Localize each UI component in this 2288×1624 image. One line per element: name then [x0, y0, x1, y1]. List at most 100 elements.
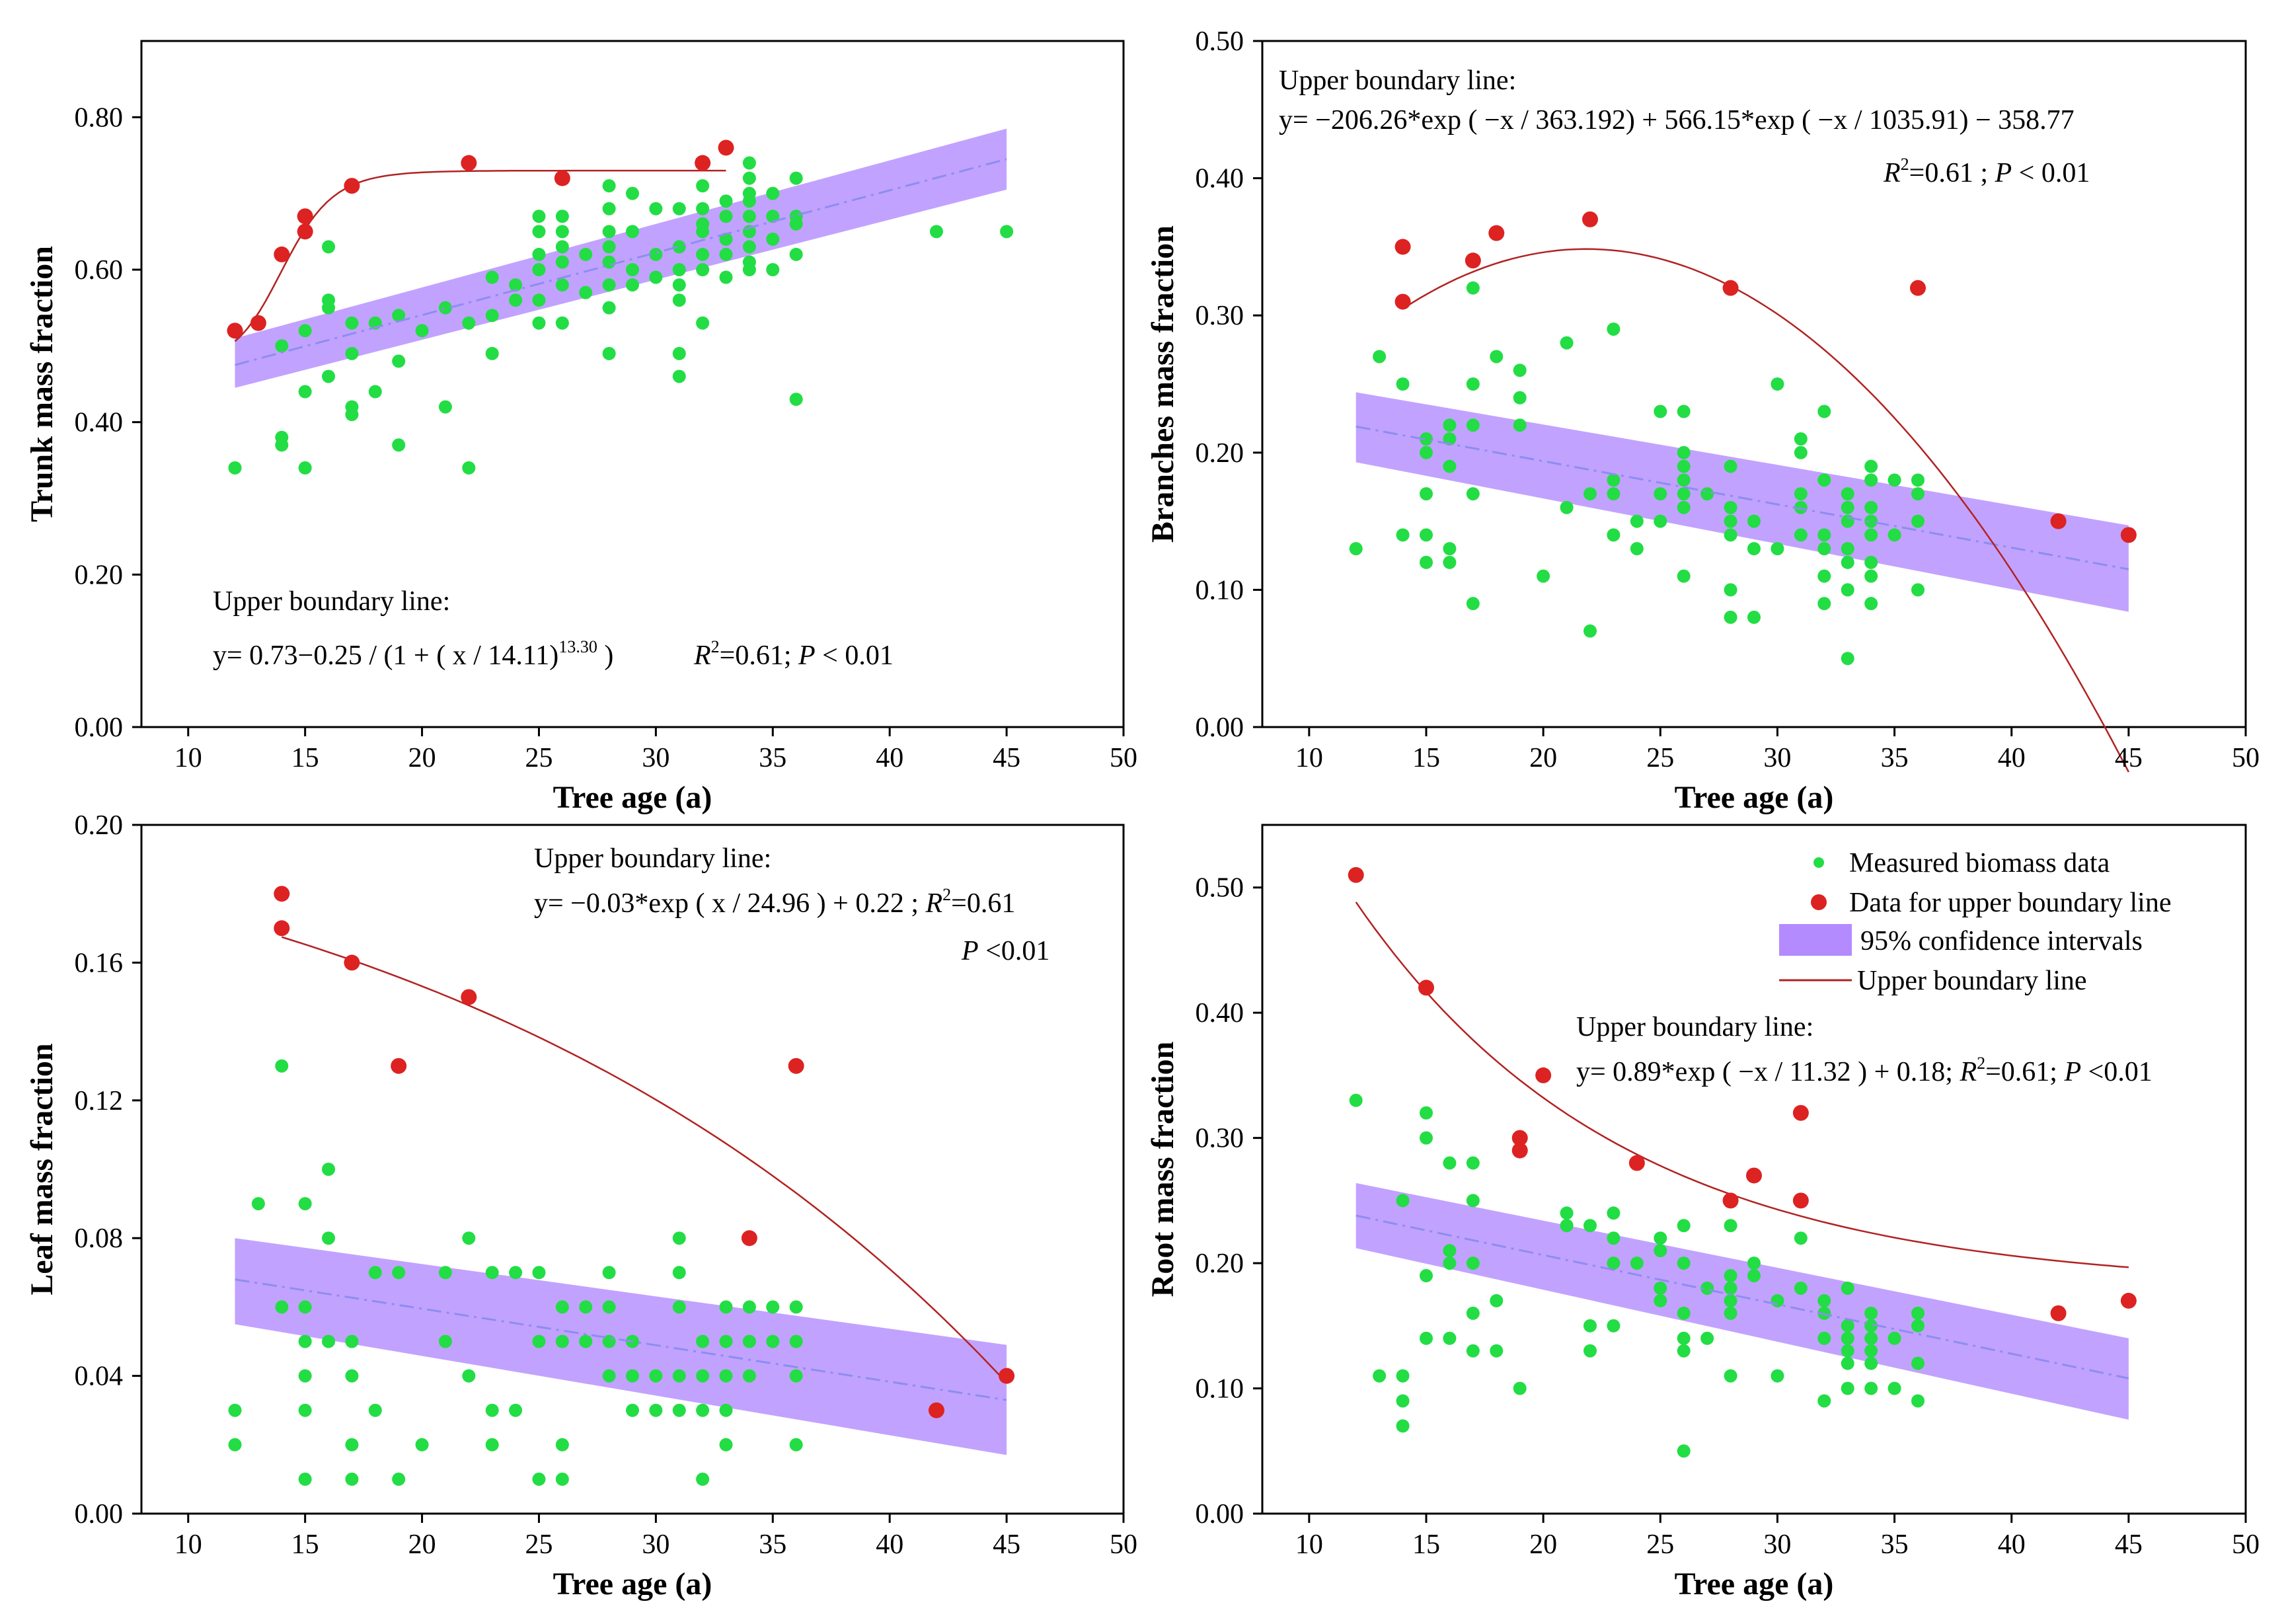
measured-point	[602, 278, 616, 292]
x-tick-label: 30	[1763, 1529, 1791, 1560]
measured-point	[766, 186, 780, 200]
y-tick-label: 0.08	[75, 1223, 124, 1254]
measured-point	[1841, 1381, 1854, 1395]
measured-point	[1607, 473, 1621, 487]
measured-point	[485, 1403, 499, 1417]
measured-point	[602, 301, 616, 315]
measured-point	[1724, 500, 1737, 514]
measured-point	[1607, 1319, 1621, 1333]
measured-point	[1654, 1294, 1667, 1307]
measured-point	[1724, 1369, 1737, 1383]
boundary-point	[391, 1058, 407, 1074]
measured-point	[1817, 1294, 1831, 1307]
measured-point	[438, 400, 452, 414]
x-tick-label: 40	[876, 743, 903, 773]
y-tick-label: 0.40	[75, 408, 124, 438]
equation-formula: y= −0.03*exp ( x / 24.96 ) + 0.22 ; R2=0…	[534, 885, 1015, 919]
measured-point	[1677, 1331, 1691, 1345]
legend: Measured biomass data Data for upper bou…	[1779, 848, 2172, 996]
equation-formula: y= −206.26*exp ( −x / 363.192) + 566.15*…	[1279, 105, 2075, 135]
y-tick-label: 0.40	[1196, 164, 1244, 194]
measured-point	[626, 1403, 639, 1417]
measured-point	[1724, 1281, 1737, 1295]
legend-boundary-line-label: Upper boundary line	[1857, 966, 2087, 996]
measured-point	[1841, 1331, 1854, 1345]
measured-point	[275, 430, 289, 444]
measured-point	[1420, 1106, 1433, 1120]
boundary-curve	[281, 936, 1008, 1383]
boundary-point	[344, 178, 360, 194]
measured-point	[1817, 473, 1831, 487]
boundary-point	[1535, 1067, 1552, 1083]
measured-point	[1630, 1257, 1644, 1270]
measured-point	[485, 1266, 499, 1280]
measured-point	[555, 255, 569, 269]
measured-point	[1583, 1344, 1597, 1358]
x-tick-label: 25	[525, 743, 553, 773]
measured-point	[1724, 514, 1737, 528]
measured-point	[766, 263, 780, 276]
measured-point	[228, 1403, 242, 1417]
y-tick-label: 0.60	[75, 255, 124, 286]
measured-point	[1771, 1294, 1784, 1307]
measured-point	[1490, 1294, 1504, 1307]
fit-line	[1355, 425, 2129, 570]
measured-point	[1537, 569, 1550, 583]
measured-point	[602, 225, 616, 239]
measured-point	[1583, 1219, 1597, 1233]
measured-point	[555, 210, 569, 223]
measured-point	[1677, 487, 1691, 501]
measured-point	[696, 263, 710, 276]
measured-point	[696, 1403, 710, 1417]
measured-point	[392, 309, 406, 323]
x-tick-label: 25	[1646, 1529, 1674, 1560]
measured-point	[672, 278, 686, 292]
ci-band	[235, 128, 1007, 388]
measured-point	[1607, 1257, 1621, 1270]
measured-point	[1513, 364, 1527, 377]
measured-point	[1724, 583, 1737, 597]
measured-point	[1373, 350, 1387, 364]
x-tick-label: 45	[993, 1529, 1020, 1560]
measured-point	[298, 461, 312, 475]
measured-point	[742, 186, 756, 200]
boundary-point	[1628, 1155, 1645, 1171]
legend-ci-label: 95% confidence intervals	[1860, 926, 2143, 956]
measured-point	[1420, 1131, 1433, 1145]
measured-point	[742, 1300, 756, 1314]
x-tick-label: 45	[2115, 743, 2143, 773]
y-tick-label: 0.40	[1196, 998, 1244, 1028]
measured-point	[742, 240, 756, 254]
measured-point	[1420, 1331, 1433, 1345]
measured-point	[1607, 1231, 1621, 1245]
boundary-point	[1792, 1192, 1809, 1209]
x-tick-label: 10	[1295, 743, 1323, 773]
boundary-point	[718, 139, 734, 156]
measured-point	[509, 293, 523, 307]
measured-point	[298, 1197, 312, 1211]
measured-point	[1841, 1344, 1854, 1358]
measured-point	[532, 210, 546, 223]
measured-point	[1864, 569, 1878, 583]
chart-root-mass-fraction: 10 15 20 25 30 35 40 45 50 0.00 0.10 0.20 0.30 0.40 0.…	[1145, 824, 2260, 1602]
measured-point	[1794, 500, 1808, 514]
measured-point	[555, 1300, 569, 1314]
y-tick-label: 0.30	[1196, 1124, 1244, 1154]
measured-point	[555, 1334, 569, 1348]
measured-point	[1466, 1156, 1480, 1170]
boundary-point	[928, 1402, 944, 1418]
chart-trunk-mass-fraction: 10 15 20 25 30 35 40 45 50 0.00 0.20 0.40 0.60 0.80 Tr…	[24, 40, 1137, 815]
measured-point	[672, 369, 686, 383]
boundary-point	[2050, 513, 2067, 529]
ci-band	[235, 1238, 1007, 1455]
measured-point	[766, 232, 780, 246]
measured-point	[1794, 445, 1808, 459]
y-tick-label: 0.10	[1196, 575, 1244, 605]
measured-point	[672, 1300, 686, 1314]
measured-point	[1349, 1093, 1363, 1107]
measured-point	[789, 1300, 803, 1314]
measured-point	[1841, 555, 1854, 569]
measured-point	[696, 1369, 710, 1383]
measured-point	[1583, 487, 1597, 501]
measured-point	[1864, 1306, 1878, 1320]
